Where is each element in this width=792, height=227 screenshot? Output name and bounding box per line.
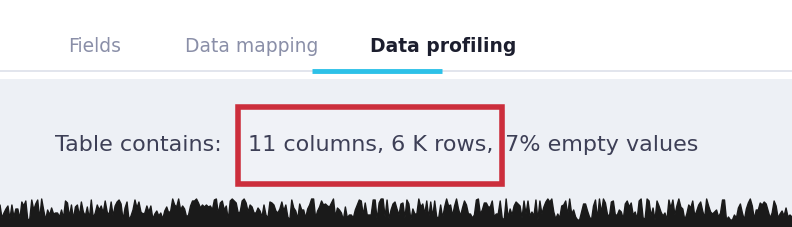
Text: Fields: Fields (68, 36, 121, 55)
Text: Table contains:: Table contains: (55, 134, 229, 154)
Text: Data profiling: Data profiling (370, 36, 516, 55)
Text: 7% empty values: 7% empty values (498, 134, 699, 154)
Text: Data mapping: Data mapping (185, 36, 318, 55)
Bar (238, 108, 502, 184)
Text: 11 columns, 6 K rows,: 11 columns, 6 K rows, (248, 134, 493, 154)
Bar (0, 0, 792, 80)
Bar (0, 80, 792, 227)
Bar (241, 111, 505, 187)
